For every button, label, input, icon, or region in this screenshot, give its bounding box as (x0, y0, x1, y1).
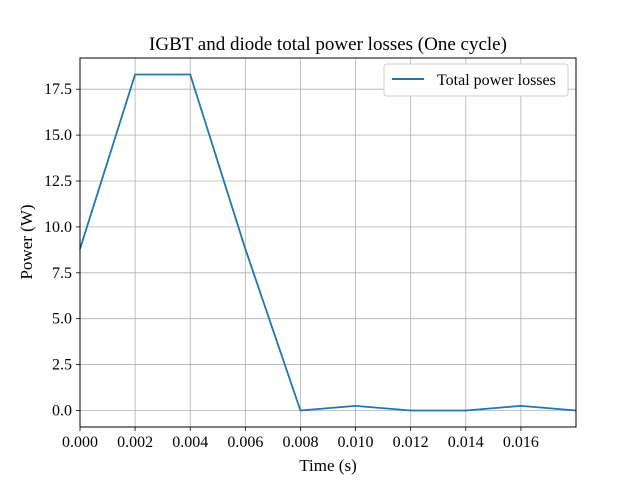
y-tick-label: 15.0 (44, 127, 72, 144)
plot-frame (79, 57, 577, 428)
y-tick-label: 7.5 (52, 265, 72, 282)
legend-box (383, 63, 569, 97)
legend-label: Total power losses (437, 72, 556, 89)
x-axis-label: Time (s) (299, 456, 356, 475)
series-line (79, 73, 577, 412)
x-tick-label: 0.000 (62, 434, 98, 451)
y-tick-label: 5.0 (52, 311, 72, 328)
y-tick-label: 12.5 (44, 173, 72, 190)
y-tick-label: 17.5 (44, 81, 72, 98)
x-axis: 0.000 0.002 0.004 0.006 0.008 0.010 0.012 0.014… (62, 427, 539, 451)
x-tick-label: 0.016 (503, 434, 539, 451)
y-tick-label: 10.0 (44, 219, 72, 236)
y-tick-label: 0.0 (52, 402, 72, 419)
grid (79, 58, 576, 427)
x-tick-label: 0.006 (227, 434, 263, 451)
x-tick-label: 0.012 (393, 434, 429, 451)
legend: Total power losses (383, 63, 569, 97)
chart-title: IGBT and diode total power losses (One c… (149, 34, 507, 55)
series-layer (79, 73, 577, 412)
y-axis: 0.0 2.5 5.0 7.5 10.0 12.5 15.0 17.5 (44, 81, 80, 419)
x-tick-label: 0.010 (338, 434, 374, 451)
x-tick-label: 0.004 (172, 434, 208, 451)
x-tick-label: 0.008 (282, 434, 318, 451)
x-tick-label: 0.002 (117, 434, 153, 451)
y-axis-label: Power (W) (17, 204, 36, 279)
x-tick-label: 0.014 (448, 434, 484, 451)
y-tick-label: 2.5 (52, 357, 72, 374)
